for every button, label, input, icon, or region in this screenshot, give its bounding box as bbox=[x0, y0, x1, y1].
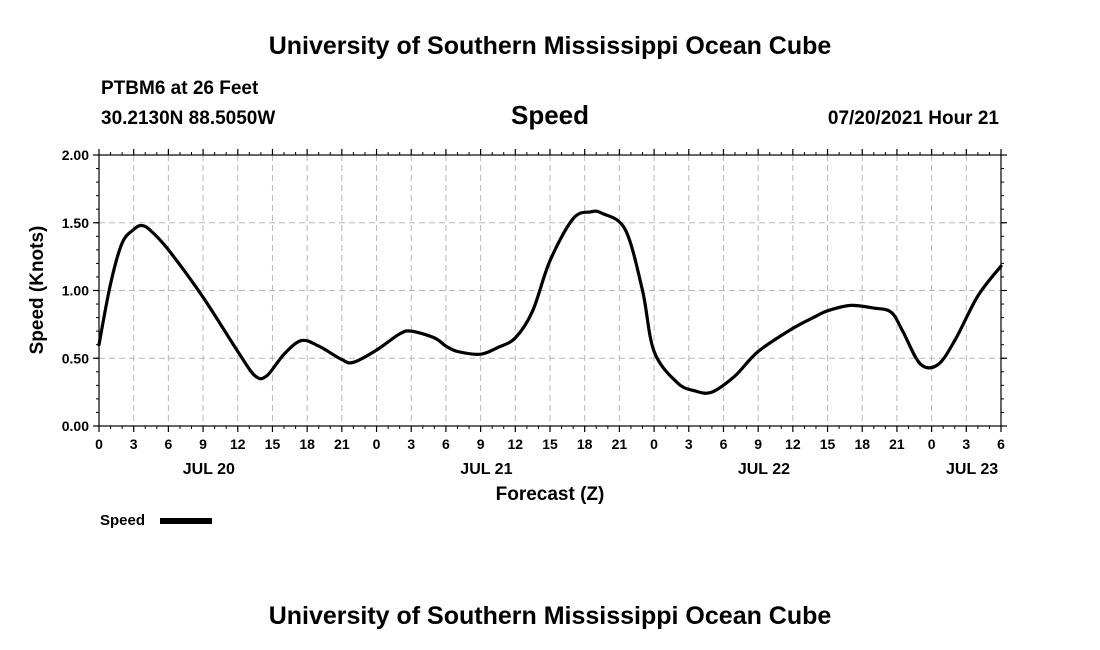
y-tick-label: 2.00 bbox=[62, 147, 89, 163]
x-tick-label: 0 bbox=[95, 436, 103, 452]
x-tick-label: 3 bbox=[685, 436, 693, 452]
y-tick-label: 0.00 bbox=[62, 418, 89, 434]
y-tick-label: 1.00 bbox=[62, 283, 89, 299]
x-tick-label: 12 bbox=[785, 436, 801, 452]
x-tick-label: 12 bbox=[230, 436, 246, 452]
date-label: JUL 22 bbox=[738, 461, 790, 478]
bottom-title: University of Southern Mississippi Ocean… bbox=[269, 602, 832, 630]
y-axis-label: Speed (Knots) bbox=[27, 226, 48, 355]
top-title: University of Southern Mississippi Ocean… bbox=[269, 32, 832, 60]
chart-title: Speed bbox=[511, 100, 589, 130]
x-tick-label: 15 bbox=[820, 436, 836, 452]
y-tick-label: 0.50 bbox=[62, 350, 89, 366]
date-label: JUL 20 bbox=[183, 461, 235, 478]
x-tick-label: 6 bbox=[997, 436, 1005, 452]
series-line-speed bbox=[97, 209, 1003, 395]
x-tick-label: 9 bbox=[477, 436, 485, 452]
x-tick-label: 0 bbox=[928, 436, 936, 452]
x-tick-label: 9 bbox=[199, 436, 207, 452]
series-group bbox=[97, 209, 1003, 395]
station-label: PTBM6 at 26 Feet bbox=[101, 78, 259, 99]
x-tick-label: 21 bbox=[612, 436, 628, 452]
x-axis-label: Forecast (Z) bbox=[496, 484, 605, 505]
y-tick-labels: 0.00 0.50 1.00 1.50 2.00 bbox=[62, 147, 89, 434]
x-tick-label: 6 bbox=[720, 436, 728, 452]
date-label: JUL 23 bbox=[946, 461, 998, 478]
x-tick-label: 0 bbox=[373, 436, 381, 452]
plot-frame bbox=[98, 154, 1002, 427]
grid-lines bbox=[99, 155, 1001, 426]
x-tick-label: 3 bbox=[962, 436, 970, 452]
x-tick-label: 15 bbox=[265, 436, 281, 452]
x-tick-label: 21 bbox=[889, 436, 905, 452]
x-tick-label: 6 bbox=[442, 436, 450, 452]
x-tick-label: 21 bbox=[334, 436, 350, 452]
y-tick-label: 1.50 bbox=[62, 215, 89, 231]
x-tick-label: 12 bbox=[508, 436, 524, 452]
date-label: JUL 21 bbox=[460, 461, 512, 478]
x-tick-label: 6 bbox=[164, 436, 172, 452]
x-tick-label: 9 bbox=[754, 436, 762, 452]
station-coords: 30.2130N 88.5050W bbox=[101, 108, 275, 129]
x-tick-label: 3 bbox=[407, 436, 415, 452]
date-labels: JUL 20 JUL 21 JUL 22 JUL 23 bbox=[183, 461, 999, 478]
x-tick-label: 3 bbox=[130, 436, 138, 452]
x-tick-label: 15 bbox=[542, 436, 558, 452]
legend-label: Speed bbox=[100, 512, 145, 529]
x-tick-label: 18 bbox=[299, 436, 315, 452]
x-tick-labels: 0 3 6 9 12 15 18 21 0 3 6 9 12 15 18 21 0 3 6 9 12 15 18 21 0 3 6 bbox=[95, 436, 1005, 452]
forecast-datetime: 07/20/2021 Hour 21 bbox=[828, 108, 1000, 129]
x-tick-label: 18 bbox=[854, 436, 870, 452]
x-tick-label: 18 bbox=[577, 436, 593, 452]
x-tick-label: 0 bbox=[650, 436, 658, 452]
